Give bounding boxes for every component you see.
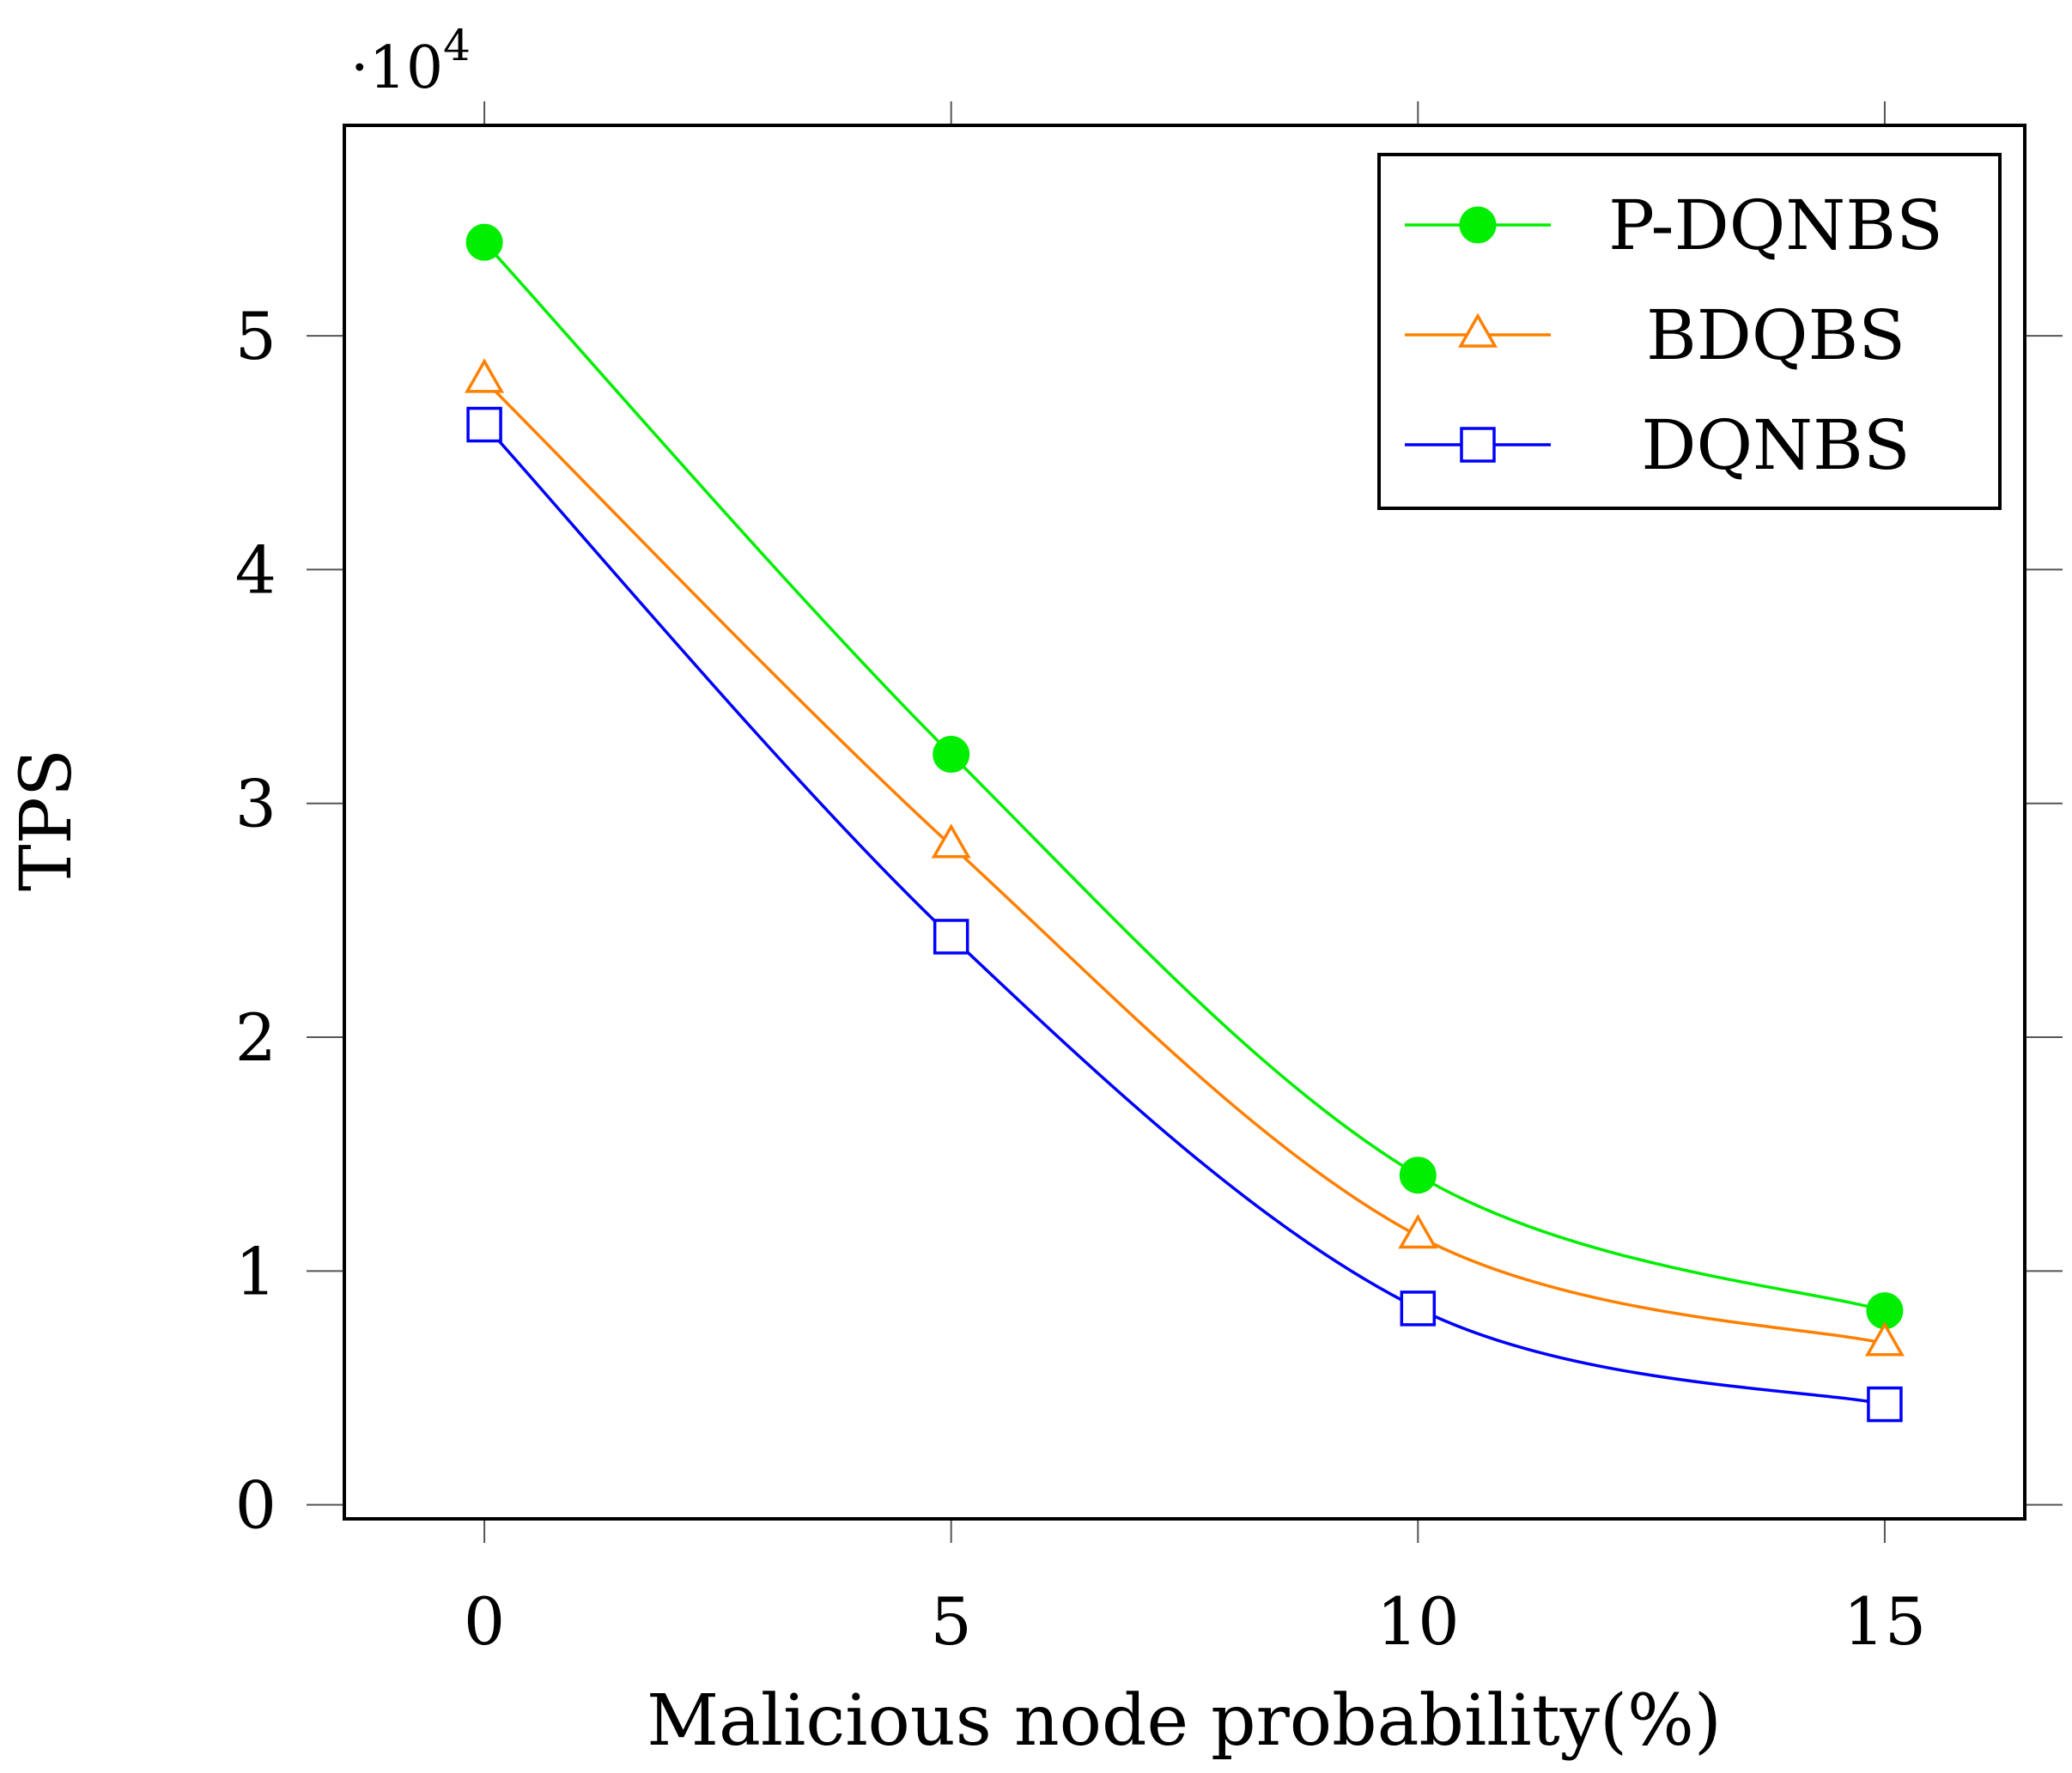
data-point-dqnbs-15 bbox=[1867, 1386, 1903, 1423]
data-point-dqnbs-5 bbox=[933, 919, 969, 955]
y-tick-label: 2 bbox=[235, 999, 276, 1076]
x-tick-label: 0 bbox=[464, 1583, 505, 1660]
y-tick-label: 5 bbox=[235, 298, 276, 374]
x-tick-label: 15 bbox=[1844, 1583, 1927, 1660]
legend-swatch-marker bbox=[1460, 427, 1496, 463]
x-tick-label: 5 bbox=[931, 1583, 972, 1660]
x-tick-label: 10 bbox=[1376, 1583, 1460, 1660]
data-point-p-dqnbs-10 bbox=[1399, 1157, 1437, 1194]
plot-frame bbox=[343, 124, 2026, 1521]
legend-label-bdqbs: BDQBS bbox=[1646, 295, 1905, 375]
tick-labels: 0 5 10 15 0 1 2 3 4 5 bbox=[235, 298, 1927, 1660]
y-tick-label: 0 bbox=[235, 1467, 276, 1544]
data-point-bdqbs-15 bbox=[1864, 1321, 1905, 1357]
legend-swatch-marker bbox=[1457, 313, 1498, 348]
legend-label-dqnbs: DQNBS bbox=[1641, 405, 1910, 485]
y-scale-exponent: 4 bbox=[443, 21, 471, 70]
legend-item-bdqbs: BDQBS bbox=[1405, 295, 1905, 375]
data-point-bdqbs-10 bbox=[1398, 1213, 1438, 1249]
legend-item-dqnbs: DQNBS bbox=[1405, 405, 1911, 485]
data-point-dqnbs-10 bbox=[1400, 1290, 1437, 1327]
y-tick-label: 1 bbox=[235, 1233, 276, 1309]
y-axis-label: TPS bbox=[6, 749, 88, 891]
legend-item-p-dqnbs: P-DQNBS bbox=[1405, 185, 1943, 265]
data-point-dqnbs-0 bbox=[466, 406, 502, 443]
legend-swatch-marker bbox=[1459, 206, 1497, 244]
series-line-p-dqnbs bbox=[483, 240, 1886, 1313]
y-scale-label: ·104 bbox=[350, 21, 471, 102]
legend-label-p-dqnbs: P-DQNBS bbox=[1608, 185, 1943, 265]
legend: P-DQNBS BDQBS DQNBS bbox=[1377, 153, 2002, 510]
series-p-dqnbs bbox=[465, 223, 1904, 1330]
y-tick-label: 3 bbox=[235, 766, 276, 842]
data-point-p-dqnbs-5 bbox=[933, 736, 970, 774]
legend-entries: P-DQNBS BDQBS DQNBS bbox=[1405, 185, 1943, 485]
series-line-dqnbs bbox=[483, 423, 1886, 1406]
series-line-bdqbs bbox=[483, 379, 1886, 1345]
axis-ticks bbox=[307, 101, 2063, 1543]
series-layer bbox=[465, 223, 1905, 1423]
series-dqnbs bbox=[466, 406, 1903, 1423]
data-point-bdqbs-5 bbox=[931, 823, 971, 859]
y-tick-label: 4 bbox=[235, 531, 276, 608]
data-point-p-dqnbs-0 bbox=[465, 223, 503, 261]
data-point-bdqbs-0 bbox=[465, 358, 505, 393]
series-bdqbs bbox=[465, 358, 1905, 1357]
x-axis-label: Malicious node probability(%) bbox=[647, 1680, 1722, 1762]
